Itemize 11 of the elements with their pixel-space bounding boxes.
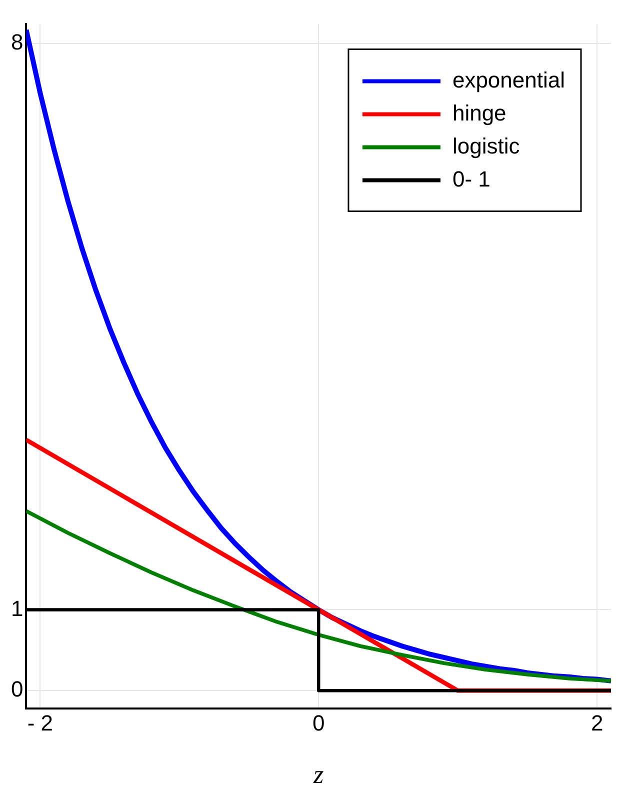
legend-label: logistic xyxy=(452,133,520,158)
x-axis-title: z xyxy=(312,760,324,790)
x-tick-label: - 2 xyxy=(27,710,53,736)
legend-label: 0- 1 xyxy=(452,166,490,192)
legend-label: exponential xyxy=(452,67,566,92)
y-tick-label: 0 xyxy=(10,676,24,702)
x-tick-label: 2 xyxy=(590,710,604,736)
legend-label: hinge xyxy=(452,100,506,126)
y-tick-label: 1 xyxy=(10,596,24,621)
y-tick-label: 8 xyxy=(10,30,24,55)
x-tick-label: 0 xyxy=(312,710,325,736)
